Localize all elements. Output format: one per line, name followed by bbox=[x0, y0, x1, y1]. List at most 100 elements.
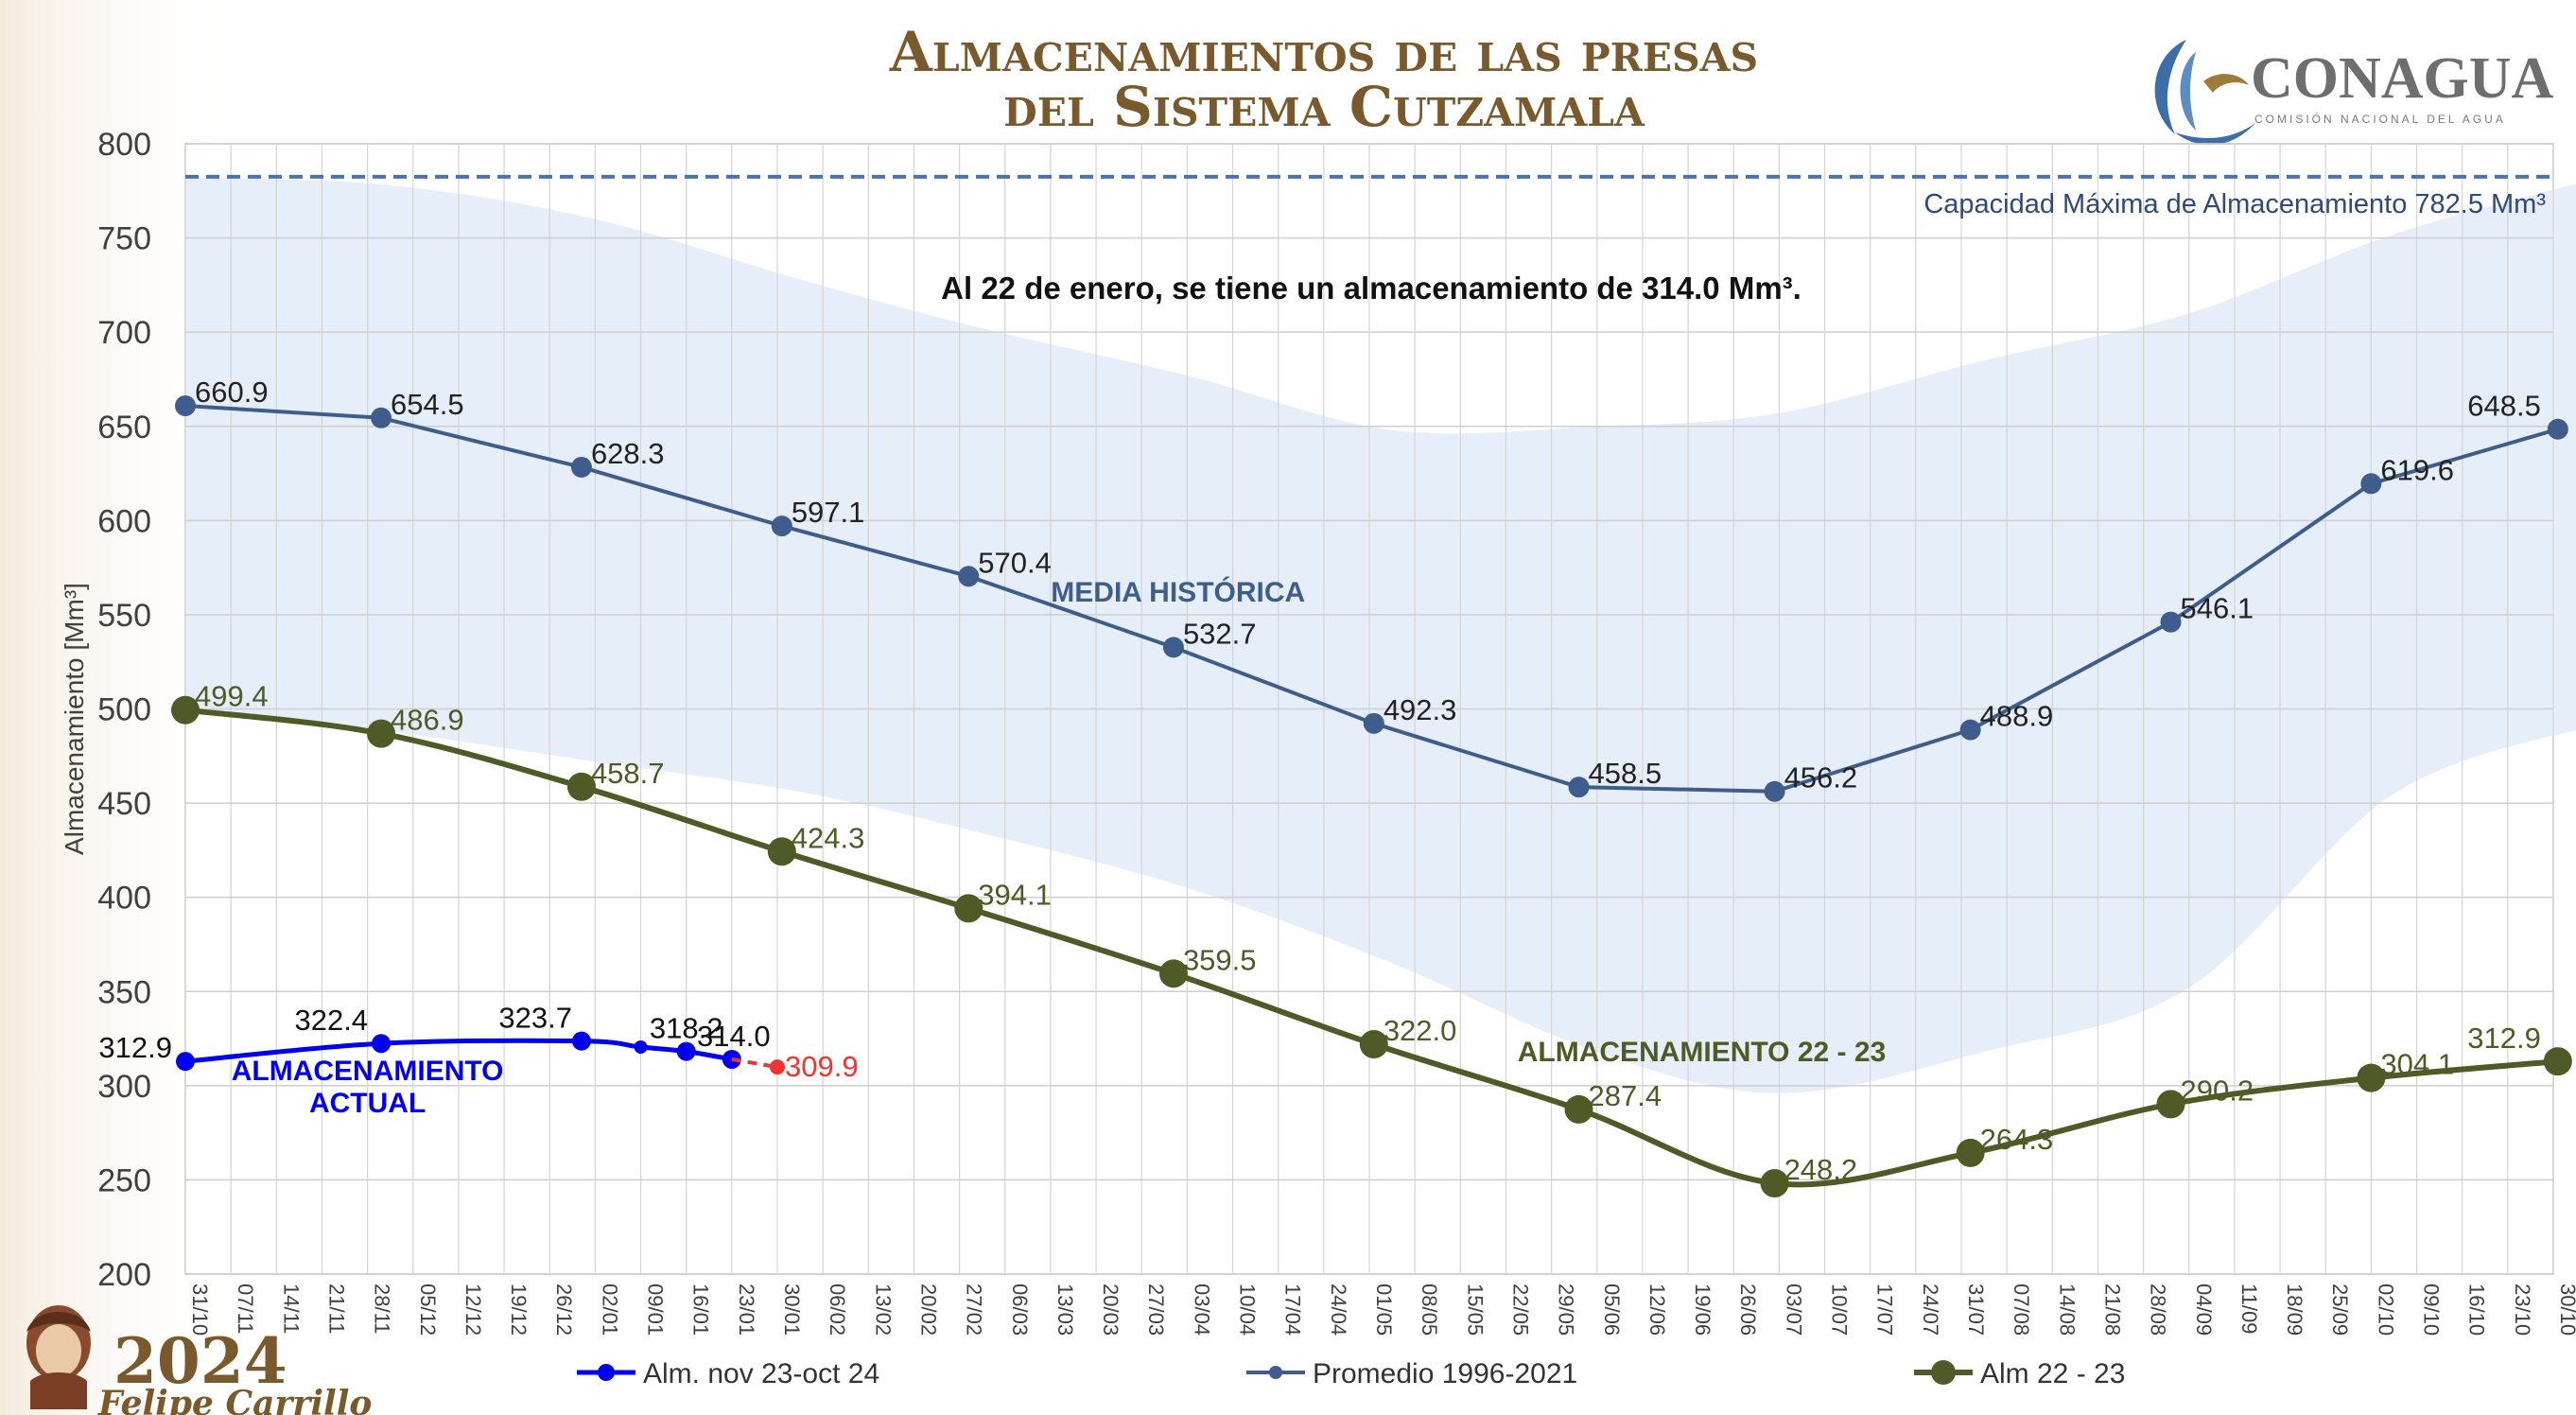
legend: Alm. nov 23-oct 24 Promedio 1996-2021 Al… bbox=[577, 1358, 2125, 1389]
x-tick-label: 24/07 bbox=[1919, 1284, 1942, 1336]
y-tick-label: 250 bbox=[97, 1162, 151, 1198]
x-tick-label: 07/08 bbox=[2010, 1284, 2033, 1336]
data-label: 628.3 bbox=[591, 437, 665, 470]
data-point[interactable] bbox=[367, 719, 396, 748]
forecast-point[interactable] bbox=[770, 1059, 785, 1075]
data-label: 287.4 bbox=[1589, 1079, 1662, 1112]
x-tick-label: 26/06 bbox=[1736, 1284, 1760, 1336]
data-point[interactable] bbox=[1764, 780, 1785, 802]
data-label: 322.4 bbox=[294, 1004, 368, 1037]
x-tick-label: 14/11 bbox=[279, 1284, 303, 1334]
data-label: 323.7 bbox=[498, 1002, 572, 1035]
x-tick-label: 14/08 bbox=[2055, 1284, 2079, 1336]
data-label: 546.1 bbox=[2181, 592, 2254, 625]
data-point[interactable] bbox=[767, 837, 796, 866]
legend-label-current: Alm. nov 23-oct 24 bbox=[643, 1358, 879, 1389]
x-tick-label: 17/04 bbox=[1281, 1284, 1305, 1336]
data-point[interactable] bbox=[771, 515, 792, 537]
x-tick-label: 01/05 bbox=[1372, 1284, 1396, 1336]
data-point[interactable] bbox=[1568, 777, 1590, 798]
x-tick-label: 21/11 bbox=[324, 1284, 348, 1334]
data-point[interactable] bbox=[954, 894, 983, 923]
data-point[interactable] bbox=[566, 772, 596, 801]
x-tick-label: 23/10 bbox=[2511, 1284, 2534, 1336]
data-point[interactable] bbox=[1959, 719, 1981, 741]
data-label: 290.2 bbox=[2181, 1074, 2254, 1107]
data-point[interactable] bbox=[175, 395, 196, 417]
data-label: 456.2 bbox=[1784, 761, 1858, 795]
legend-marker-current bbox=[598, 1364, 615, 1381]
legend-entry-average[interactable]: Promedio 1996-2021 bbox=[1246, 1358, 1577, 1389]
y-tick-label: 400 bbox=[97, 881, 151, 917]
data-label: 458.7 bbox=[591, 757, 665, 790]
legend-label-average: Promedio 1996-2021 bbox=[1313, 1358, 1577, 1389]
data-label: 264.3 bbox=[1980, 1123, 2054, 1156]
x-tick-label: 09/10 bbox=[2420, 1284, 2444, 1336]
data-point[interactable] bbox=[2160, 611, 2182, 633]
series-caption: ACTUAL bbox=[309, 1088, 426, 1119]
data-point[interactable] bbox=[634, 1040, 648, 1055]
data-point[interactable] bbox=[2156, 1090, 2185, 1119]
data-label: 394.1 bbox=[978, 878, 1052, 911]
y-axis-ticks: 200 250 300 350 400 450 500 550 600 650 700 750 800 bbox=[97, 127, 151, 1293]
data-point[interactable] bbox=[1158, 959, 1188, 988]
data-point[interactable] bbox=[1359, 1030, 1388, 1059]
data-label: 499.4 bbox=[195, 680, 269, 713]
data-point[interactable] bbox=[372, 1034, 392, 1054]
data-point[interactable] bbox=[1363, 712, 1384, 734]
x-tick-label: 19/12 bbox=[507, 1284, 531, 1336]
data-point[interactable] bbox=[1564, 1094, 1593, 1124]
data-label: 492.3 bbox=[1384, 693, 1457, 726]
x-axis-ticks: 31/10 07/11 14/11 21/11 28/11 05/12 12/12 19/12… bbox=[188, 1284, 2576, 1336]
x-tick-label: 03/07 bbox=[1782, 1284, 1805, 1336]
data-point[interactable] bbox=[171, 695, 200, 725]
data-point[interactable] bbox=[571, 1031, 591, 1051]
legend-marker-average bbox=[1269, 1366, 1282, 1379]
legend-entry-current[interactable]: Alm. nov 23-oct 24 bbox=[577, 1358, 879, 1389]
forecast-label: 309.9 bbox=[785, 1050, 859, 1083]
horizontal-gridlines bbox=[185, 143, 2553, 1275]
data-label: 314.0 bbox=[697, 1020, 771, 1053]
data-point[interactable] bbox=[2360, 473, 2382, 495]
historical-range-band bbox=[185, 177, 2576, 1093]
data-point[interactable] bbox=[570, 456, 592, 478]
x-tick-label: 21/08 bbox=[2100, 1284, 2124, 1336]
data-label: 359.5 bbox=[1183, 943, 1257, 976]
x-tick-label: 02/01 bbox=[598, 1284, 621, 1336]
data-point[interactable] bbox=[1162, 637, 1184, 658]
x-tick-label: 26/12 bbox=[552, 1284, 576, 1336]
legend-entry-year2223[interactable]: Alm 22 - 23 bbox=[1914, 1358, 2125, 1389]
data-point[interactable] bbox=[958, 566, 980, 587]
x-tick-label: 07/11 bbox=[234, 1284, 257, 1334]
plot-area: 200250300350400450500550600650700750800 … bbox=[97, 127, 2576, 1336]
data-point[interactable] bbox=[176, 1052, 195, 1072]
series-caption: ALMACENAMIENTO bbox=[232, 1056, 504, 1087]
data-point[interactable] bbox=[1760, 1169, 1789, 1198]
data-point[interactable] bbox=[2547, 418, 2568, 440]
x-tick-label: 13/03 bbox=[1053, 1284, 1077, 1336]
data-point[interactable] bbox=[1956, 1138, 1985, 1167]
x-tick-label: 05/12 bbox=[416, 1284, 440, 1336]
y-tick-label: 550 bbox=[97, 598, 151, 634]
x-tick-label: 12/12 bbox=[461, 1284, 485, 1336]
x-tick-label: 30/01 bbox=[780, 1284, 804, 1336]
capacity-line-group: Capacidad Máxima de Almacenamiento 782.5… bbox=[185, 174, 2553, 219]
data-label: 312.9 bbox=[98, 1031, 172, 1064]
y-tick-label: 750 bbox=[97, 221, 151, 257]
data-label: 570.4 bbox=[978, 546, 1052, 579]
y-tick-label: 700 bbox=[97, 315, 151, 351]
y-tick-label: 350 bbox=[97, 974, 151, 1010]
logo-name: CONAGUA bbox=[2251, 46, 2554, 111]
x-tick-label: 10/04 bbox=[1236, 1284, 1260, 1336]
forecast-line bbox=[731, 1057, 778, 1070]
x-tick-label: 04/09 bbox=[2192, 1284, 2216, 1336]
data-point[interactable] bbox=[371, 407, 392, 428]
portrait-icon bbox=[26, 1305, 91, 1409]
x-tick-label: 05/06 bbox=[1600, 1284, 1624, 1336]
data-point[interactable] bbox=[2543, 1047, 2572, 1076]
x-tick-label: 28/11 bbox=[371, 1284, 394, 1334]
data-point[interactable] bbox=[676, 1041, 696, 1061]
data-point[interactable] bbox=[2357, 1063, 2386, 1092]
x-tick-label: 27/03 bbox=[1144, 1284, 1168, 1336]
